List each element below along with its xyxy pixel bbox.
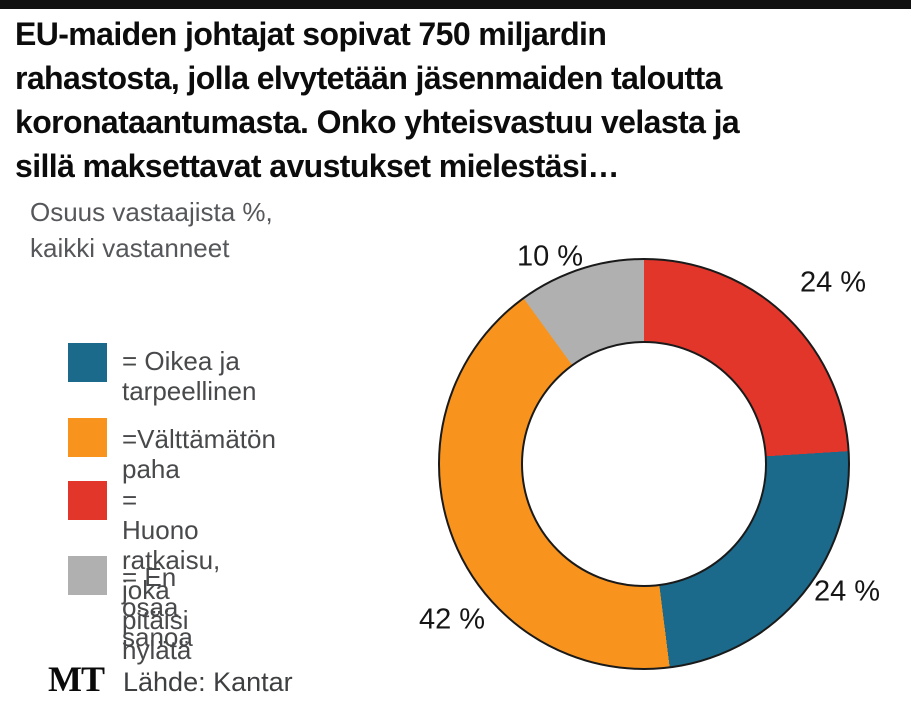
slice-label-valttamaton-paha: 42 % (418, 603, 486, 636)
legend-label: = Oikea ja tarpeellinen (122, 346, 257, 406)
footer: MT Lähde: Kantar (48, 658, 293, 700)
top-accent-bar (0, 0, 911, 9)
legend-label: = Huono ratkaisu, joka pitäisi hylätä (122, 485, 221, 665)
chart-title: EU-maiden johtajat sopivat 750 miljardin… (15, 16, 740, 184)
chart-subtitle: Osuus vastaajista %, kaikki vastanneet (30, 197, 273, 263)
source-label: Lähde: Kantar (123, 667, 293, 697)
donut-hole (521, 341, 767, 587)
legend-swatch-orange (68, 418, 107, 457)
slice-label-en-osaa-sanoa: 10 % (516, 240, 584, 273)
legend-item-enosaa: = En osaa sanoa (68, 556, 193, 652)
legend-swatch-red (68, 481, 107, 520)
legend-item-valttamaton: =Välttämätön paha (68, 418, 276, 484)
legend-label: = En osaa sanoa (122, 562, 193, 652)
slice-label-oikea-tarpeellinen: 24 % (813, 575, 881, 608)
legend-swatch-teal (68, 343, 107, 382)
mt-logo: MT (48, 659, 105, 699)
legend-label: =Välttämätön paha (122, 424, 276, 484)
legend-item-huono: = Huono ratkaisu, joka pitäisi hylätä (68, 481, 220, 665)
legend-item-oikea: = Oikea ja tarpeellinen (68, 343, 256, 406)
legend-swatch-gray (68, 556, 107, 595)
slice-label-huono-ratkaisu: 24 % (799, 266, 867, 299)
